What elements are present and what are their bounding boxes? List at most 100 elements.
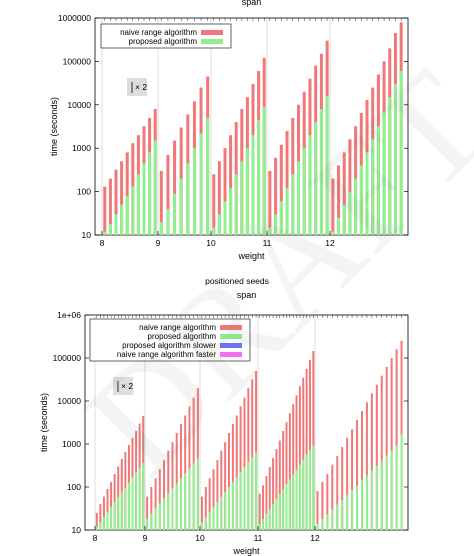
bar-proposed: [199, 133, 203, 235]
x-tick-label: 11: [263, 238, 272, 248]
bar-naive: [278, 440, 281, 530]
bar-proposed: [393, 84, 397, 235]
bar-proposed: [288, 479, 291, 530]
bar-naive: [268, 467, 271, 530]
bar-proposed: [131, 477, 134, 530]
bar-proposed: [365, 475, 368, 530]
legend-swatch: [220, 352, 242, 357]
x-tick-label: 9: [156, 238, 161, 248]
bar-proposed: [265, 513, 268, 530]
bar-proposed: [179, 178, 183, 235]
bar-naive: [251, 379, 254, 530]
bar-proposed: [171, 488, 174, 530]
bar-proposed: [166, 208, 170, 235]
bar-proposed: [186, 163, 190, 235]
bar-proposed: [212, 227, 216, 235]
bar-proposed: [331, 509, 334, 530]
annotation-label: × 2: [121, 381, 133, 391]
bar-proposed: [380, 460, 383, 530]
bar-naive: [275, 449, 278, 530]
bar-naive: [302, 377, 305, 530]
y-axis-title: time (seconds): [39, 393, 49, 452]
bar-proposed: [312, 444, 315, 530]
legend-swatch: [220, 343, 242, 348]
bar-naive: [365, 402, 368, 530]
legend-label: naive range algorithm: [120, 28, 197, 37]
bar-proposed: [142, 462, 145, 530]
bar-naive: [279, 144, 283, 235]
bar-proposed: [146, 519, 149, 530]
bar-proposed: [268, 508, 271, 530]
bar-proposed: [138, 467, 141, 530]
bar-proposed: [262, 519, 265, 530]
legend-label: naive range algorithm: [139, 323, 216, 332]
bar-proposed: [167, 493, 170, 530]
bar-naive: [336, 455, 339, 530]
bar-naive: [200, 496, 203, 530]
bar-naive: [282, 431, 285, 530]
bar-proposed: [305, 454, 308, 530]
bar-proposed: [278, 494, 281, 530]
bar-proposed: [360, 480, 363, 530]
bar-proposed: [251, 135, 255, 235]
bar-proposed: [308, 449, 311, 530]
bar-proposed: [224, 491, 227, 530]
y-tick-label: 1000: [62, 439, 81, 449]
bar-naive: [108, 178, 112, 235]
bar-proposed: [348, 191, 352, 235]
bar-proposed: [274, 214, 278, 235]
bar-proposed: [336, 504, 339, 530]
bar-proposed: [113, 502, 116, 530]
bar-naive: [295, 395, 298, 530]
x-axis-title: weight: [237, 251, 265, 261]
y-tick-label: 100000: [53, 353, 82, 363]
bar-proposed: [175, 483, 178, 530]
bar-naive: [173, 140, 177, 235]
bar-naive: [375, 384, 378, 530]
bar-naive: [308, 359, 311, 530]
bar-naive: [316, 491, 319, 530]
chart-bottom: span 10 100 1000 10000 100000 1e+06 time (secon…: [39, 290, 409, 556]
bar-proposed: [154, 508, 157, 530]
bar-proposed: [257, 119, 261, 235]
bar-naive: [348, 139, 352, 235]
bar-naive: [188, 406, 191, 530]
bar-naive: [204, 487, 207, 530]
y-tick-label: 10000: [57, 396, 81, 406]
bar-proposed: [316, 523, 319, 530]
bar-proposed: [184, 473, 187, 530]
legend-swatch: [220, 325, 242, 330]
bar-proposed: [150, 513, 153, 530]
bar-proposed: [196, 458, 199, 530]
legend-swatch: [201, 30, 223, 35]
bar-naive: [243, 397, 246, 530]
legend-label: proposed algorithm: [129, 37, 198, 46]
bar-proposed: [365, 152, 369, 235]
bar-proposed: [279, 201, 283, 235]
bar-naive: [229, 135, 233, 235]
legend-label: proposed algorithm slower: [122, 341, 216, 350]
bar-proposed: [124, 487, 127, 530]
bar-naive: [370, 393, 373, 530]
bar-proposed: [388, 97, 392, 235]
bar-naive: [390, 358, 393, 530]
bar-naive: [110, 482, 113, 530]
bar-naive: [212, 469, 215, 530]
bar-proposed: [125, 195, 129, 235]
bar-proposed: [285, 188, 289, 235]
bar-naive: [163, 460, 166, 530]
bar-proposed: [337, 217, 341, 235]
bar-proposed: [108, 223, 112, 235]
bar-proposed: [395, 445, 398, 530]
x-tick-label: 11: [254, 533, 263, 543]
bar-proposed: [359, 165, 363, 235]
bar-proposed: [275, 499, 278, 530]
plot-frame: [84, 314, 409, 531]
bar-proposed: [229, 188, 233, 235]
bar-naive: [360, 411, 363, 530]
bar-proposed: [400, 434, 403, 530]
x-tick-label: 10: [206, 238, 216, 248]
bar-naive: [120, 161, 124, 235]
bar-naive: [224, 442, 227, 530]
bar-proposed: [319, 109, 323, 235]
